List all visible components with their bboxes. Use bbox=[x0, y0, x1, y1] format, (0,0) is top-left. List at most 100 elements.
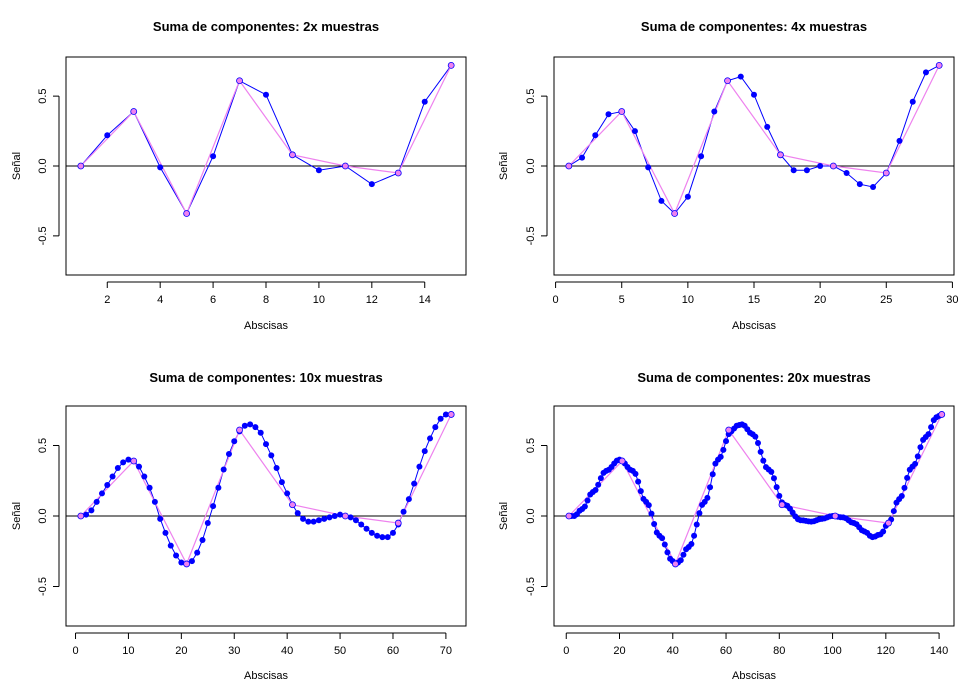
x-tick-label: 0 bbox=[563, 645, 569, 657]
original-point bbox=[289, 151, 296, 159]
sampled-point bbox=[880, 528, 887, 535]
x-tick-label: 120 bbox=[877, 645, 895, 657]
sampled-point bbox=[188, 558, 195, 565]
sampled-point bbox=[162, 529, 169, 536]
sampled-point bbox=[151, 498, 158, 505]
sampled-point bbox=[347, 514, 354, 521]
sampled-point bbox=[352, 517, 359, 524]
y-tick-label: -0.5 bbox=[37, 226, 49, 245]
x-tick-label: 2 bbox=[104, 294, 110, 306]
x-tick-label: 25 bbox=[880, 294, 892, 306]
x-tick-label: 50 bbox=[334, 645, 346, 657]
sampled-point bbox=[704, 494, 711, 501]
sampled-point bbox=[659, 535, 666, 542]
sampled-point bbox=[427, 435, 434, 442]
y-axis-label: Señal bbox=[498, 152, 510, 180]
sampled-point bbox=[321, 515, 328, 522]
sampled-point bbox=[194, 549, 201, 556]
sampled-point bbox=[210, 153, 217, 160]
plot-frame bbox=[553, 405, 955, 627]
sampled-point bbox=[146, 484, 153, 491]
panel-20x: Suma de componentes: 20x muestras Abscis… bbox=[498, 370, 955, 682]
sampled-point bbox=[257, 429, 264, 436]
sampled-point bbox=[114, 465, 121, 472]
y-tick-label: -0.5 bbox=[525, 577, 537, 596]
sampled-point bbox=[631, 128, 638, 135]
original-point bbox=[394, 169, 402, 177]
original-point bbox=[724, 77, 731, 85]
original-point bbox=[671, 210, 679, 217]
x-tick-label: 140 bbox=[930, 645, 948, 657]
y-tick-label: 0.5 bbox=[37, 88, 49, 103]
x-tick-label: 5 bbox=[619, 294, 625, 306]
sampled-point bbox=[661, 541, 668, 548]
sampled-point bbox=[645, 164, 652, 171]
sampled-point bbox=[757, 448, 764, 455]
sampled-point bbox=[83, 511, 90, 518]
x-tick-label: 6 bbox=[210, 294, 216, 306]
sampled-point bbox=[421, 448, 428, 455]
x-tick-label: 10 bbox=[313, 294, 325, 306]
sampled-point bbox=[173, 552, 180, 559]
sampled-point bbox=[898, 492, 905, 499]
sampled-point bbox=[592, 132, 599, 139]
sampled-point bbox=[136, 463, 143, 470]
x-tick-label: 80 bbox=[773, 645, 785, 657]
x-tick-label: 30 bbox=[228, 645, 240, 657]
sampled-point bbox=[315, 517, 322, 524]
original-point bbox=[565, 512, 573, 520]
sampled-point bbox=[210, 503, 217, 510]
sampled-point bbox=[909, 98, 916, 105]
sampled-point bbox=[770, 475, 777, 482]
original-point bbox=[618, 108, 626, 115]
x-tick-label: 20 bbox=[613, 645, 625, 657]
original-point bbox=[183, 210, 191, 217]
y-tick-label: 0.5 bbox=[525, 438, 537, 453]
x-tick-label: 40 bbox=[667, 645, 679, 657]
sampled-point bbox=[754, 440, 761, 447]
sampled-point bbox=[268, 452, 275, 459]
sampled-point bbox=[220, 466, 227, 473]
sampled-point bbox=[901, 484, 908, 491]
sampled-point bbox=[914, 453, 921, 460]
sampled-point bbox=[374, 532, 381, 539]
y-tick-label: 0.0 bbox=[37, 508, 49, 523]
sampled-point bbox=[768, 468, 775, 475]
sampled-point bbox=[597, 475, 604, 482]
sampled-point bbox=[310, 518, 317, 525]
sampled-point bbox=[331, 513, 338, 519]
sampled-point bbox=[278, 479, 285, 486]
original-point bbox=[236, 77, 243, 85]
sampled-point bbox=[416, 463, 423, 470]
original-point bbox=[831, 512, 839, 520]
sampled-point bbox=[691, 532, 698, 539]
original-point bbox=[672, 560, 679, 568]
plot-frame bbox=[65, 405, 467, 627]
sampled-point bbox=[680, 551, 687, 558]
sampled-point bbox=[720, 446, 727, 453]
y-tick-label: 0.0 bbox=[525, 508, 537, 523]
original-point bbox=[394, 519, 402, 527]
sampled-point bbox=[677, 557, 684, 564]
sampled-point bbox=[405, 496, 412, 503]
original-point bbox=[236, 426, 243, 434]
original-point bbox=[885, 519, 892, 527]
sampled-point bbox=[215, 484, 222, 491]
sampled-point bbox=[358, 521, 365, 528]
sampled-point bbox=[664, 549, 671, 556]
sampled-point bbox=[315, 167, 322, 174]
x-axis-label: Abscisas bbox=[244, 670, 289, 682]
sampled-point bbox=[411, 480, 418, 487]
sampled-point bbox=[104, 481, 111, 488]
sampled-point bbox=[648, 510, 655, 517]
sampled-point bbox=[305, 518, 312, 525]
sampled-point bbox=[125, 456, 132, 463]
sampled-point bbox=[817, 163, 824, 169]
x-tick-label: 10 bbox=[122, 645, 134, 657]
x-tick-label: 100 bbox=[823, 645, 841, 657]
sampled-point bbox=[917, 444, 924, 451]
sampled-point bbox=[109, 473, 116, 480]
sampled-point bbox=[709, 471, 716, 478]
chart-title: Suma de componentes: 10x muestras bbox=[149, 370, 382, 385]
